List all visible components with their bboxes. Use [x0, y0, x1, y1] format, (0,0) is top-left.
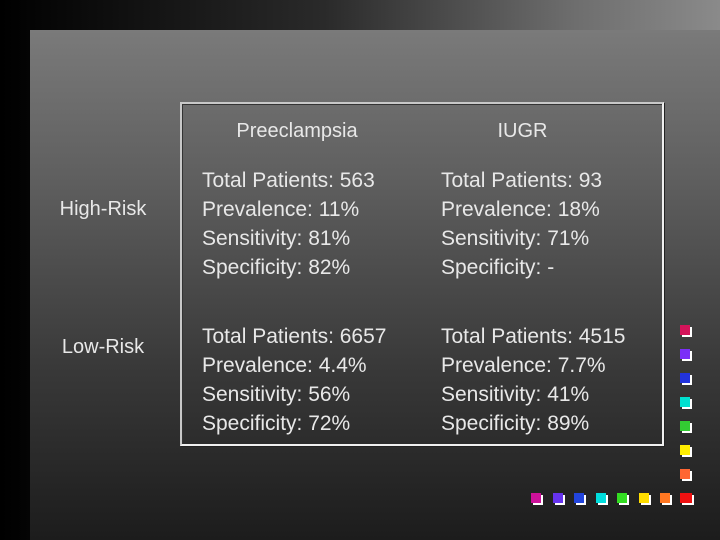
cell-line: Specificity: 82% — [202, 256, 351, 279]
decorative-square — [680, 397, 690, 407]
decorative-square — [574, 493, 584, 503]
cell-line: Specificity: 72% — [202, 412, 351, 435]
cell-line: Total Patients: 6657 — [202, 325, 387, 348]
cell-line: Sensitivity: 41% — [441, 383, 590, 406]
cell-low-risk-iugr: Total Patients: 4515 Prevalence: 7.7% Se… — [441, 322, 625, 438]
decorative-square — [638, 493, 649, 503]
column-header-iugr: IUGR — [497, 120, 548, 142]
cell-line: Prevalence: 11% — [202, 198, 360, 221]
cell-line: Specificity: 89% — [441, 412, 590, 435]
decorative-square — [681, 493, 692, 503]
cell-low-risk-preeclampsia: Total Patients: 6657 Prevalence: 4.4% Se… — [202, 322, 386, 438]
decorative-square — [552, 493, 563, 503]
row-header-high-risk: High-Risk — [59, 198, 147, 220]
table-frame — [180, 102, 664, 446]
cell-line: Total Patients: 4515 — [441, 325, 626, 348]
cell-line: Prevalence: 7.7% — [441, 354, 606, 377]
decorative-square — [680, 325, 690, 335]
cell-high-risk-iugr: Total Patients: 93 Prevalence: 18% Sensi… — [441, 166, 602, 282]
decorative-square — [680, 469, 690, 479]
decorative-square — [531, 493, 541, 503]
decorative-square — [680, 421, 690, 431]
cell-line: Sensitivity: 56% — [202, 383, 351, 406]
cell-high-risk-preeclampsia: Total Patients: 563 Prevalence: 11% Sens… — [202, 166, 375, 282]
cell-line: Specificity: - — [441, 256, 555, 279]
decorative-square — [680, 445, 690, 455]
cell-line: Prevalence: 18% — [441, 198, 600, 221]
decorative-square — [617, 493, 627, 503]
slide-panel — [30, 30, 720, 540]
decorative-square — [595, 493, 606, 503]
cell-line: Total Patients: 93 — [441, 169, 603, 192]
row-header-low-risk: Low-Risk — [61, 336, 145, 358]
decorative-square — [680, 373, 690, 383]
cell-line: Total Patients: 563 — [202, 169, 375, 192]
cell-line: Prevalence: 4.4% — [202, 354, 367, 377]
decorative-square — [660, 493, 670, 503]
cell-line: Sensitivity: 71% — [441, 227, 590, 250]
cell-line: Sensitivity: 81% — [202, 227, 351, 250]
column-header-preeclampsia: Preeclampsia — [236, 120, 358, 142]
decorative-square — [680, 349, 690, 359]
